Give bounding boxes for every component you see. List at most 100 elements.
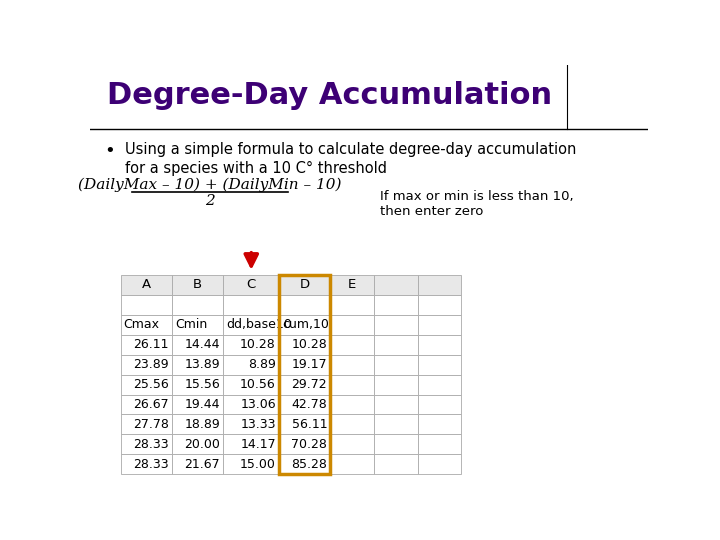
Text: E: E: [348, 278, 356, 291]
Text: 14.17: 14.17: [240, 438, 276, 451]
Bar: [121, 315, 172, 335]
Text: cum,10: cum,10: [282, 318, 329, 331]
Bar: [330, 275, 374, 295]
Bar: [330, 315, 374, 335]
Bar: [223, 315, 279, 335]
Bar: [330, 435, 374, 454]
Bar: [374, 355, 418, 375]
Text: 21.67: 21.67: [184, 458, 220, 471]
Bar: [330, 375, 374, 395]
Bar: [418, 315, 461, 335]
Bar: [121, 395, 172, 415]
Text: 14.44: 14.44: [184, 338, 220, 351]
Text: Using a simple formula to calculate degree-day accumulation: Using a simple formula to calculate degr…: [125, 141, 576, 157]
Bar: [374, 454, 418, 474]
Text: 13.33: 13.33: [240, 418, 276, 431]
Bar: [374, 415, 418, 435]
Bar: [279, 395, 330, 415]
Bar: [172, 295, 223, 315]
Text: dd,base10: dd,base10: [226, 318, 292, 331]
Text: 10.56: 10.56: [240, 378, 276, 391]
Bar: [374, 375, 418, 395]
Bar: [223, 375, 279, 395]
Bar: [121, 415, 172, 435]
Text: 27.78: 27.78: [132, 418, 168, 431]
Bar: [279, 355, 330, 375]
Text: D: D: [300, 278, 310, 291]
Bar: [121, 454, 172, 474]
Bar: [330, 395, 374, 415]
Text: If max or min is less than 10,
then enter zero: If max or min is less than 10, then ente…: [380, 190, 574, 218]
Text: 15.00: 15.00: [240, 458, 276, 471]
Text: for a species with a 10 C° threshold: for a species with a 10 C° threshold: [125, 161, 387, 176]
Bar: [172, 375, 223, 395]
Text: 28.33: 28.33: [133, 438, 168, 451]
Bar: [330, 355, 374, 375]
Text: 18.89: 18.89: [184, 418, 220, 431]
Bar: [279, 375, 330, 395]
Text: C: C: [247, 278, 256, 291]
Text: 20.00: 20.00: [184, 438, 220, 451]
Text: Cmax: Cmax: [124, 318, 160, 331]
Bar: [279, 295, 330, 315]
Text: 19.44: 19.44: [184, 398, 220, 411]
Bar: [121, 335, 172, 355]
Bar: [418, 435, 461, 454]
Bar: [418, 395, 461, 415]
Text: 19.17: 19.17: [292, 358, 327, 371]
Bar: [279, 435, 330, 454]
Text: 85.28: 85.28: [292, 458, 327, 471]
Text: 26.11: 26.11: [133, 338, 168, 351]
Bar: [279, 454, 330, 474]
Bar: [172, 395, 223, 415]
Bar: [418, 454, 461, 474]
Bar: [418, 355, 461, 375]
Bar: [223, 335, 279, 355]
Text: 13.89: 13.89: [184, 358, 220, 371]
Text: 26.67: 26.67: [133, 398, 168, 411]
Bar: [374, 295, 418, 315]
Bar: [279, 275, 330, 295]
Bar: [374, 395, 418, 415]
Bar: [223, 395, 279, 415]
Text: A: A: [142, 278, 151, 291]
Text: 56.11: 56.11: [292, 418, 327, 431]
Text: B: B: [193, 278, 202, 291]
Text: Degree-Day Accumulation: Degree-Day Accumulation: [107, 82, 552, 111]
Bar: [121, 295, 172, 315]
Text: 10.28: 10.28: [240, 338, 276, 351]
Bar: [374, 315, 418, 335]
Bar: [279, 275, 330, 474]
Text: 8.89: 8.89: [248, 358, 276, 371]
Bar: [374, 275, 418, 295]
Text: 15.56: 15.56: [184, 378, 220, 391]
Bar: [374, 435, 418, 454]
Bar: [172, 335, 223, 355]
Text: 10.28: 10.28: [292, 338, 327, 351]
Text: 70.28: 70.28: [292, 438, 327, 451]
Bar: [223, 295, 279, 315]
Bar: [121, 275, 172, 295]
Text: 23.89: 23.89: [133, 358, 168, 371]
Bar: [172, 315, 223, 335]
Bar: [418, 295, 461, 315]
Bar: [223, 355, 279, 375]
Text: 2: 2: [205, 194, 215, 208]
Bar: [121, 375, 172, 395]
Bar: [172, 275, 223, 295]
Bar: [121, 355, 172, 375]
Bar: [330, 295, 374, 315]
Bar: [418, 415, 461, 435]
Bar: [172, 415, 223, 435]
Bar: [418, 375, 461, 395]
Text: 42.78: 42.78: [292, 398, 327, 411]
Bar: [223, 415, 279, 435]
Text: 25.56: 25.56: [133, 378, 168, 391]
Bar: [172, 435, 223, 454]
Bar: [279, 335, 330, 355]
Bar: [418, 275, 461, 295]
Text: 13.06: 13.06: [240, 398, 276, 411]
Bar: [223, 275, 279, 295]
Bar: [418, 335, 461, 355]
Text: 28.33: 28.33: [133, 458, 168, 471]
